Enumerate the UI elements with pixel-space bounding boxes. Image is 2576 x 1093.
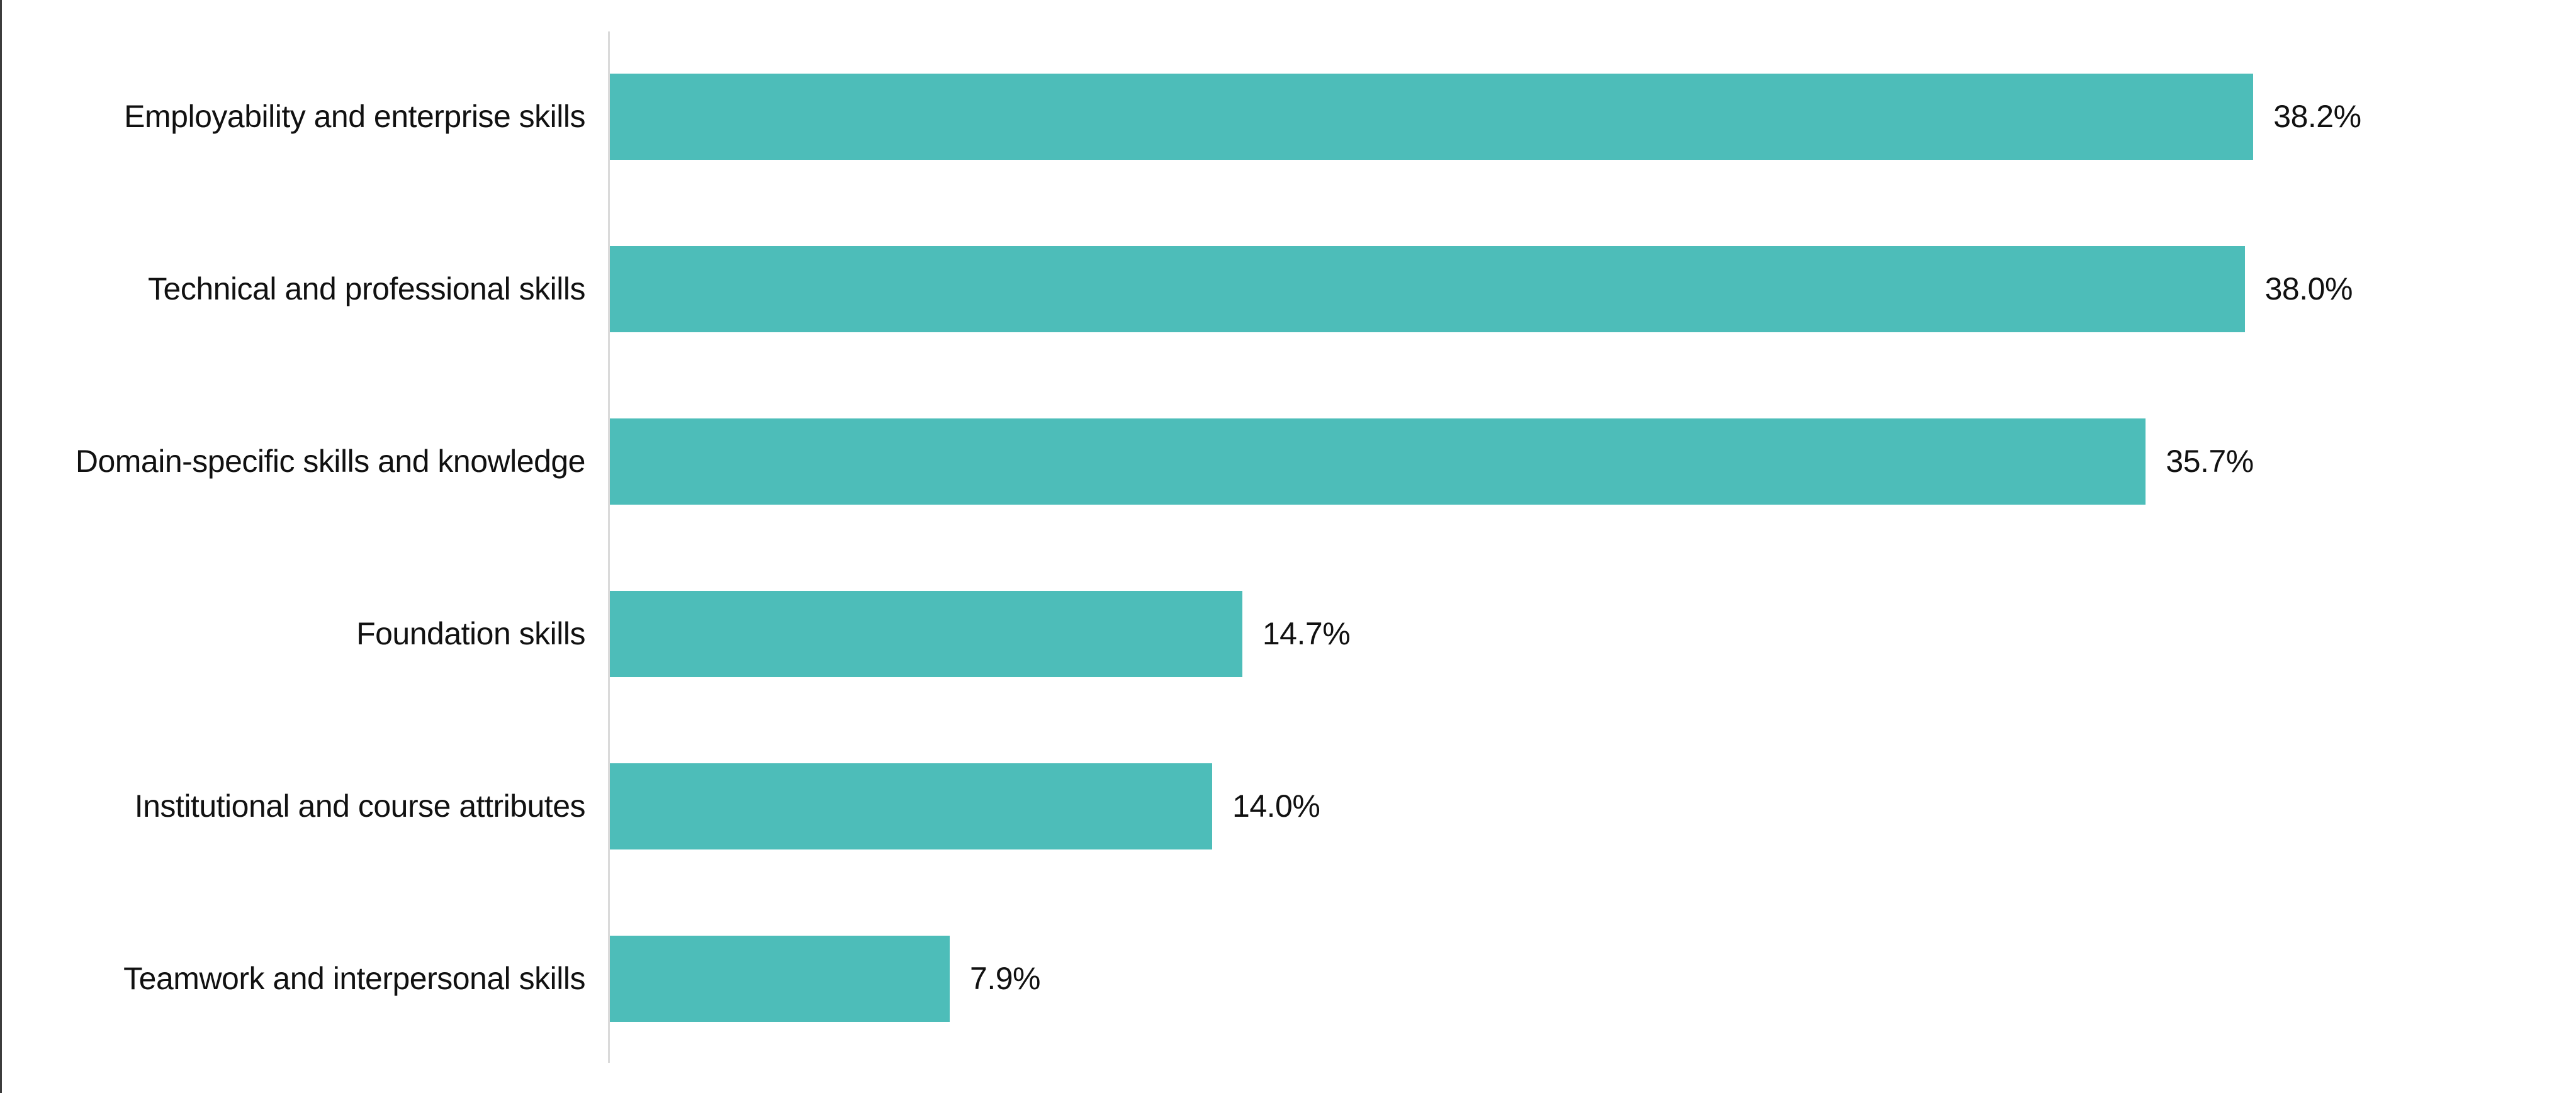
bar-track: 35.7% xyxy=(610,418,2576,505)
bar-track: 14.7% xyxy=(610,590,2576,677)
bar-row: Foundation skills 14.7% xyxy=(0,547,2576,720)
bar-row: Employability and enterprise skills 38.2% xyxy=(0,30,2576,203)
bar-track: 14.0% xyxy=(610,763,2576,849)
bar xyxy=(610,418,2146,505)
bar-track: 7.9% xyxy=(610,935,2576,1022)
value-label: 35.7% xyxy=(2166,444,2254,479)
left-edge-border xyxy=(0,0,2,1093)
bar-row: Teamwork and interpersonal skills 7.9% xyxy=(0,892,2576,1065)
category-label: Technical and professional skills xyxy=(148,271,585,306)
bar-row: Technical and professional skills 38.0% xyxy=(0,203,2576,375)
bar xyxy=(610,590,1242,677)
bar-row: Domain-specific skills and knowledge 35.7… xyxy=(0,375,2576,547)
value-label: 38.2% xyxy=(2273,99,2361,134)
bar xyxy=(610,73,2254,160)
bar-track: 38.2% xyxy=(610,73,2576,160)
category-label: Institutional and course attributes xyxy=(134,788,586,824)
bar-rows: Employability and enterprise skills 38.2%… xyxy=(0,30,2576,1065)
category-label: Foundation skills xyxy=(356,616,585,651)
category-label: Teamwork and interpersonal skills xyxy=(123,961,585,996)
category-label: Employability and enterprise skills xyxy=(124,99,585,134)
value-label: 7.9% xyxy=(970,961,1040,996)
bar-row: Institutional and course attributes 14.0% xyxy=(0,720,2576,892)
value-label: 38.0% xyxy=(2264,271,2353,306)
bar-track: 38.0% xyxy=(610,245,2576,332)
value-label: 14.0% xyxy=(1232,788,1320,824)
bar xyxy=(610,763,1213,849)
value-label: 14.7% xyxy=(1262,616,1351,651)
bar xyxy=(610,245,2245,332)
bar xyxy=(610,935,950,1022)
category-label: Domain-specific skills and knowledge xyxy=(75,444,586,479)
y-axis-line xyxy=(608,31,610,1063)
